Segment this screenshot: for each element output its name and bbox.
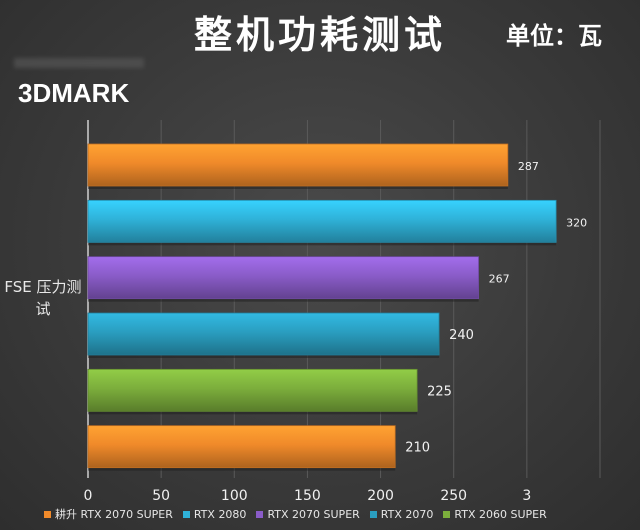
chart-title: 整机功耗测试 xyxy=(193,13,446,57)
legend-label: RTX 2070 SUPER xyxy=(267,507,360,521)
category-label: FSE 压力测试 xyxy=(0,276,86,320)
category-label-text: FSE 压力测试 xyxy=(4,278,82,318)
x-tick-label: 100 xyxy=(221,488,248,504)
x-tick-label: 200 xyxy=(367,488,394,504)
legend-swatch xyxy=(44,510,51,518)
bar xyxy=(87,425,396,469)
legend-label: 耕升 RTX 2070 SUPER xyxy=(55,508,173,521)
bar xyxy=(87,368,418,412)
data-label: 320 xyxy=(566,216,587,229)
chart-legend: 耕升 RTX 2070 SUPER RTX 2080 RTX 2070 SUPER R… xyxy=(44,506,547,522)
brand-label: 3DMARK xyxy=(18,78,130,108)
bar xyxy=(87,143,509,187)
x-tick-label: 50 xyxy=(152,488,170,504)
legend-item: RTX 2070 SUPER xyxy=(256,506,360,522)
legend-label: RTX 2080 xyxy=(193,507,247,521)
x-tick-label: 3 xyxy=(522,488,531,504)
blurred-watermark xyxy=(14,58,144,68)
x-tick-label: 150 xyxy=(294,488,321,504)
x-tick-label: 0 xyxy=(84,488,93,504)
legend-swatch xyxy=(443,510,451,518)
data-label: 210 xyxy=(405,441,430,456)
legend-swatch xyxy=(182,510,190,518)
x-tick-label: 250 xyxy=(440,488,467,504)
bar xyxy=(87,256,479,300)
data-label: 240 xyxy=(449,328,474,343)
legend-item: RTX 2060 SUPER xyxy=(443,506,547,522)
data-label: 267 xyxy=(489,273,510,286)
legend-item: RTX 2070 xyxy=(369,506,434,522)
legend-label: RTX 2060 SUPER xyxy=(454,507,547,521)
legend-swatch xyxy=(369,510,377,518)
data-label: 287 xyxy=(518,160,539,173)
legend-item: 耕升 RTX 2070 SUPER xyxy=(44,506,173,522)
legend-label: RTX 2070 xyxy=(380,507,434,521)
data-label: 225 xyxy=(427,384,452,399)
bar xyxy=(87,312,440,356)
bar xyxy=(87,199,557,243)
legend-item: RTX 2080 xyxy=(182,506,247,522)
legend-swatch xyxy=(256,510,264,518)
unit-label: 单位：瓦 xyxy=(506,22,602,50)
